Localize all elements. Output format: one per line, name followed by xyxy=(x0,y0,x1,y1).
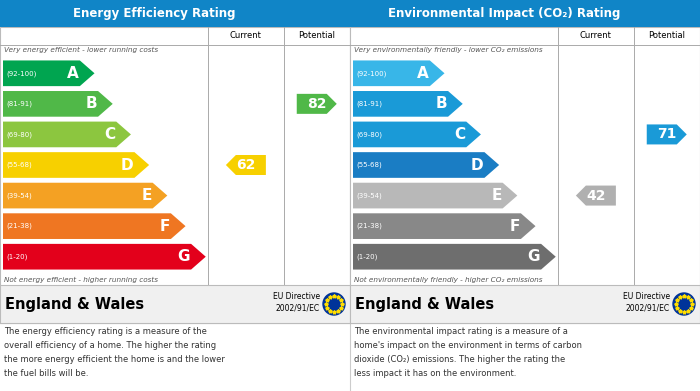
Text: the fuel bills will be.: the fuel bills will be. xyxy=(4,369,88,378)
Bar xyxy=(0,285,350,323)
Polygon shape xyxy=(576,186,616,206)
Text: Potential: Potential xyxy=(298,32,335,41)
Text: (92-100): (92-100) xyxy=(6,70,36,77)
Polygon shape xyxy=(3,122,131,147)
Polygon shape xyxy=(353,213,536,239)
Text: (55-68): (55-68) xyxy=(356,162,382,168)
Text: England & Wales: England & Wales xyxy=(5,296,144,312)
Text: (39-54): (39-54) xyxy=(6,192,32,199)
Text: overall efficiency of a home. The higher the rating: overall efficiency of a home. The higher… xyxy=(4,341,216,350)
Text: F: F xyxy=(510,219,520,234)
Text: (55-68): (55-68) xyxy=(6,162,32,168)
Text: EU Directive
2002/91/EC: EU Directive 2002/91/EC xyxy=(273,292,320,312)
Text: A: A xyxy=(67,66,79,81)
Text: E: E xyxy=(491,188,502,203)
Text: E: E xyxy=(141,188,152,203)
Polygon shape xyxy=(353,152,499,178)
Polygon shape xyxy=(3,91,113,117)
Text: The environmental impact rating is a measure of a: The environmental impact rating is a mea… xyxy=(354,327,568,336)
Text: 62: 62 xyxy=(236,158,256,172)
Polygon shape xyxy=(3,213,186,239)
Text: 42: 42 xyxy=(586,188,606,203)
Text: 71: 71 xyxy=(657,127,676,142)
Text: (69-80): (69-80) xyxy=(6,131,32,138)
Polygon shape xyxy=(226,155,266,175)
Circle shape xyxy=(323,293,345,315)
Text: the more energy efficient the home is and the lower: the more energy efficient the home is an… xyxy=(4,355,225,364)
Text: The energy efficiency rating is a measure of the: The energy efficiency rating is a measur… xyxy=(4,327,207,336)
Text: Not energy efficient - higher running costs: Not energy efficient - higher running co… xyxy=(4,277,158,283)
Bar xyxy=(0,27,350,323)
Text: B: B xyxy=(435,96,447,111)
Text: 82: 82 xyxy=(307,97,326,111)
Text: Very environmentally friendly - lower CO₂ emissions: Very environmentally friendly - lower CO… xyxy=(354,47,542,53)
Polygon shape xyxy=(3,183,167,208)
Polygon shape xyxy=(3,152,149,178)
Text: (81-91): (81-91) xyxy=(356,100,382,107)
Text: (1-20): (1-20) xyxy=(356,253,377,260)
Polygon shape xyxy=(353,122,481,147)
Text: B: B xyxy=(85,96,97,111)
Text: C: C xyxy=(454,127,466,142)
Text: dioxide (CO₂) emissions. The higher the rating the: dioxide (CO₂) emissions. The higher the … xyxy=(354,355,566,364)
Text: (1-20): (1-20) xyxy=(6,253,27,260)
Polygon shape xyxy=(3,61,94,86)
Text: (21-38): (21-38) xyxy=(6,223,32,230)
Text: England & Wales: England & Wales xyxy=(355,296,494,312)
Bar xyxy=(0,0,350,27)
Text: F: F xyxy=(160,219,170,234)
Text: D: D xyxy=(471,158,484,172)
Text: (21-38): (21-38) xyxy=(356,223,382,230)
Text: (81-91): (81-91) xyxy=(6,100,32,107)
Text: G: G xyxy=(528,249,540,264)
Polygon shape xyxy=(3,244,206,269)
Text: C: C xyxy=(104,127,116,142)
Text: EU Directive
2002/91/EC: EU Directive 2002/91/EC xyxy=(623,292,670,312)
Text: Environmental Impact (CO₂) Rating: Environmental Impact (CO₂) Rating xyxy=(388,7,620,20)
Polygon shape xyxy=(353,61,444,86)
Polygon shape xyxy=(353,244,556,269)
Bar xyxy=(350,0,700,27)
Text: Energy Efficiency Rating: Energy Efficiency Rating xyxy=(73,7,235,20)
Text: Potential: Potential xyxy=(648,32,685,41)
Text: less impact it has on the environment.: less impact it has on the environment. xyxy=(354,369,517,378)
Text: (39-54): (39-54) xyxy=(356,192,382,199)
Polygon shape xyxy=(297,94,337,114)
Text: G: G xyxy=(178,249,190,264)
Bar xyxy=(350,285,700,323)
Text: (69-80): (69-80) xyxy=(356,131,382,138)
Polygon shape xyxy=(353,91,463,117)
Bar xyxy=(350,27,700,323)
Text: A: A xyxy=(417,66,429,81)
Circle shape xyxy=(673,293,695,315)
Text: Not environmentally friendly - higher CO₂ emissions: Not environmentally friendly - higher CO… xyxy=(354,277,542,283)
Polygon shape xyxy=(647,124,687,144)
Text: Very energy efficient - lower running costs: Very energy efficient - lower running co… xyxy=(4,47,158,53)
Polygon shape xyxy=(353,183,517,208)
Text: home's impact on the environment in terms of carbon: home's impact on the environment in term… xyxy=(354,341,582,350)
Text: D: D xyxy=(121,158,134,172)
Text: (92-100): (92-100) xyxy=(356,70,386,77)
Text: Current: Current xyxy=(230,32,262,41)
Text: Current: Current xyxy=(580,32,612,41)
